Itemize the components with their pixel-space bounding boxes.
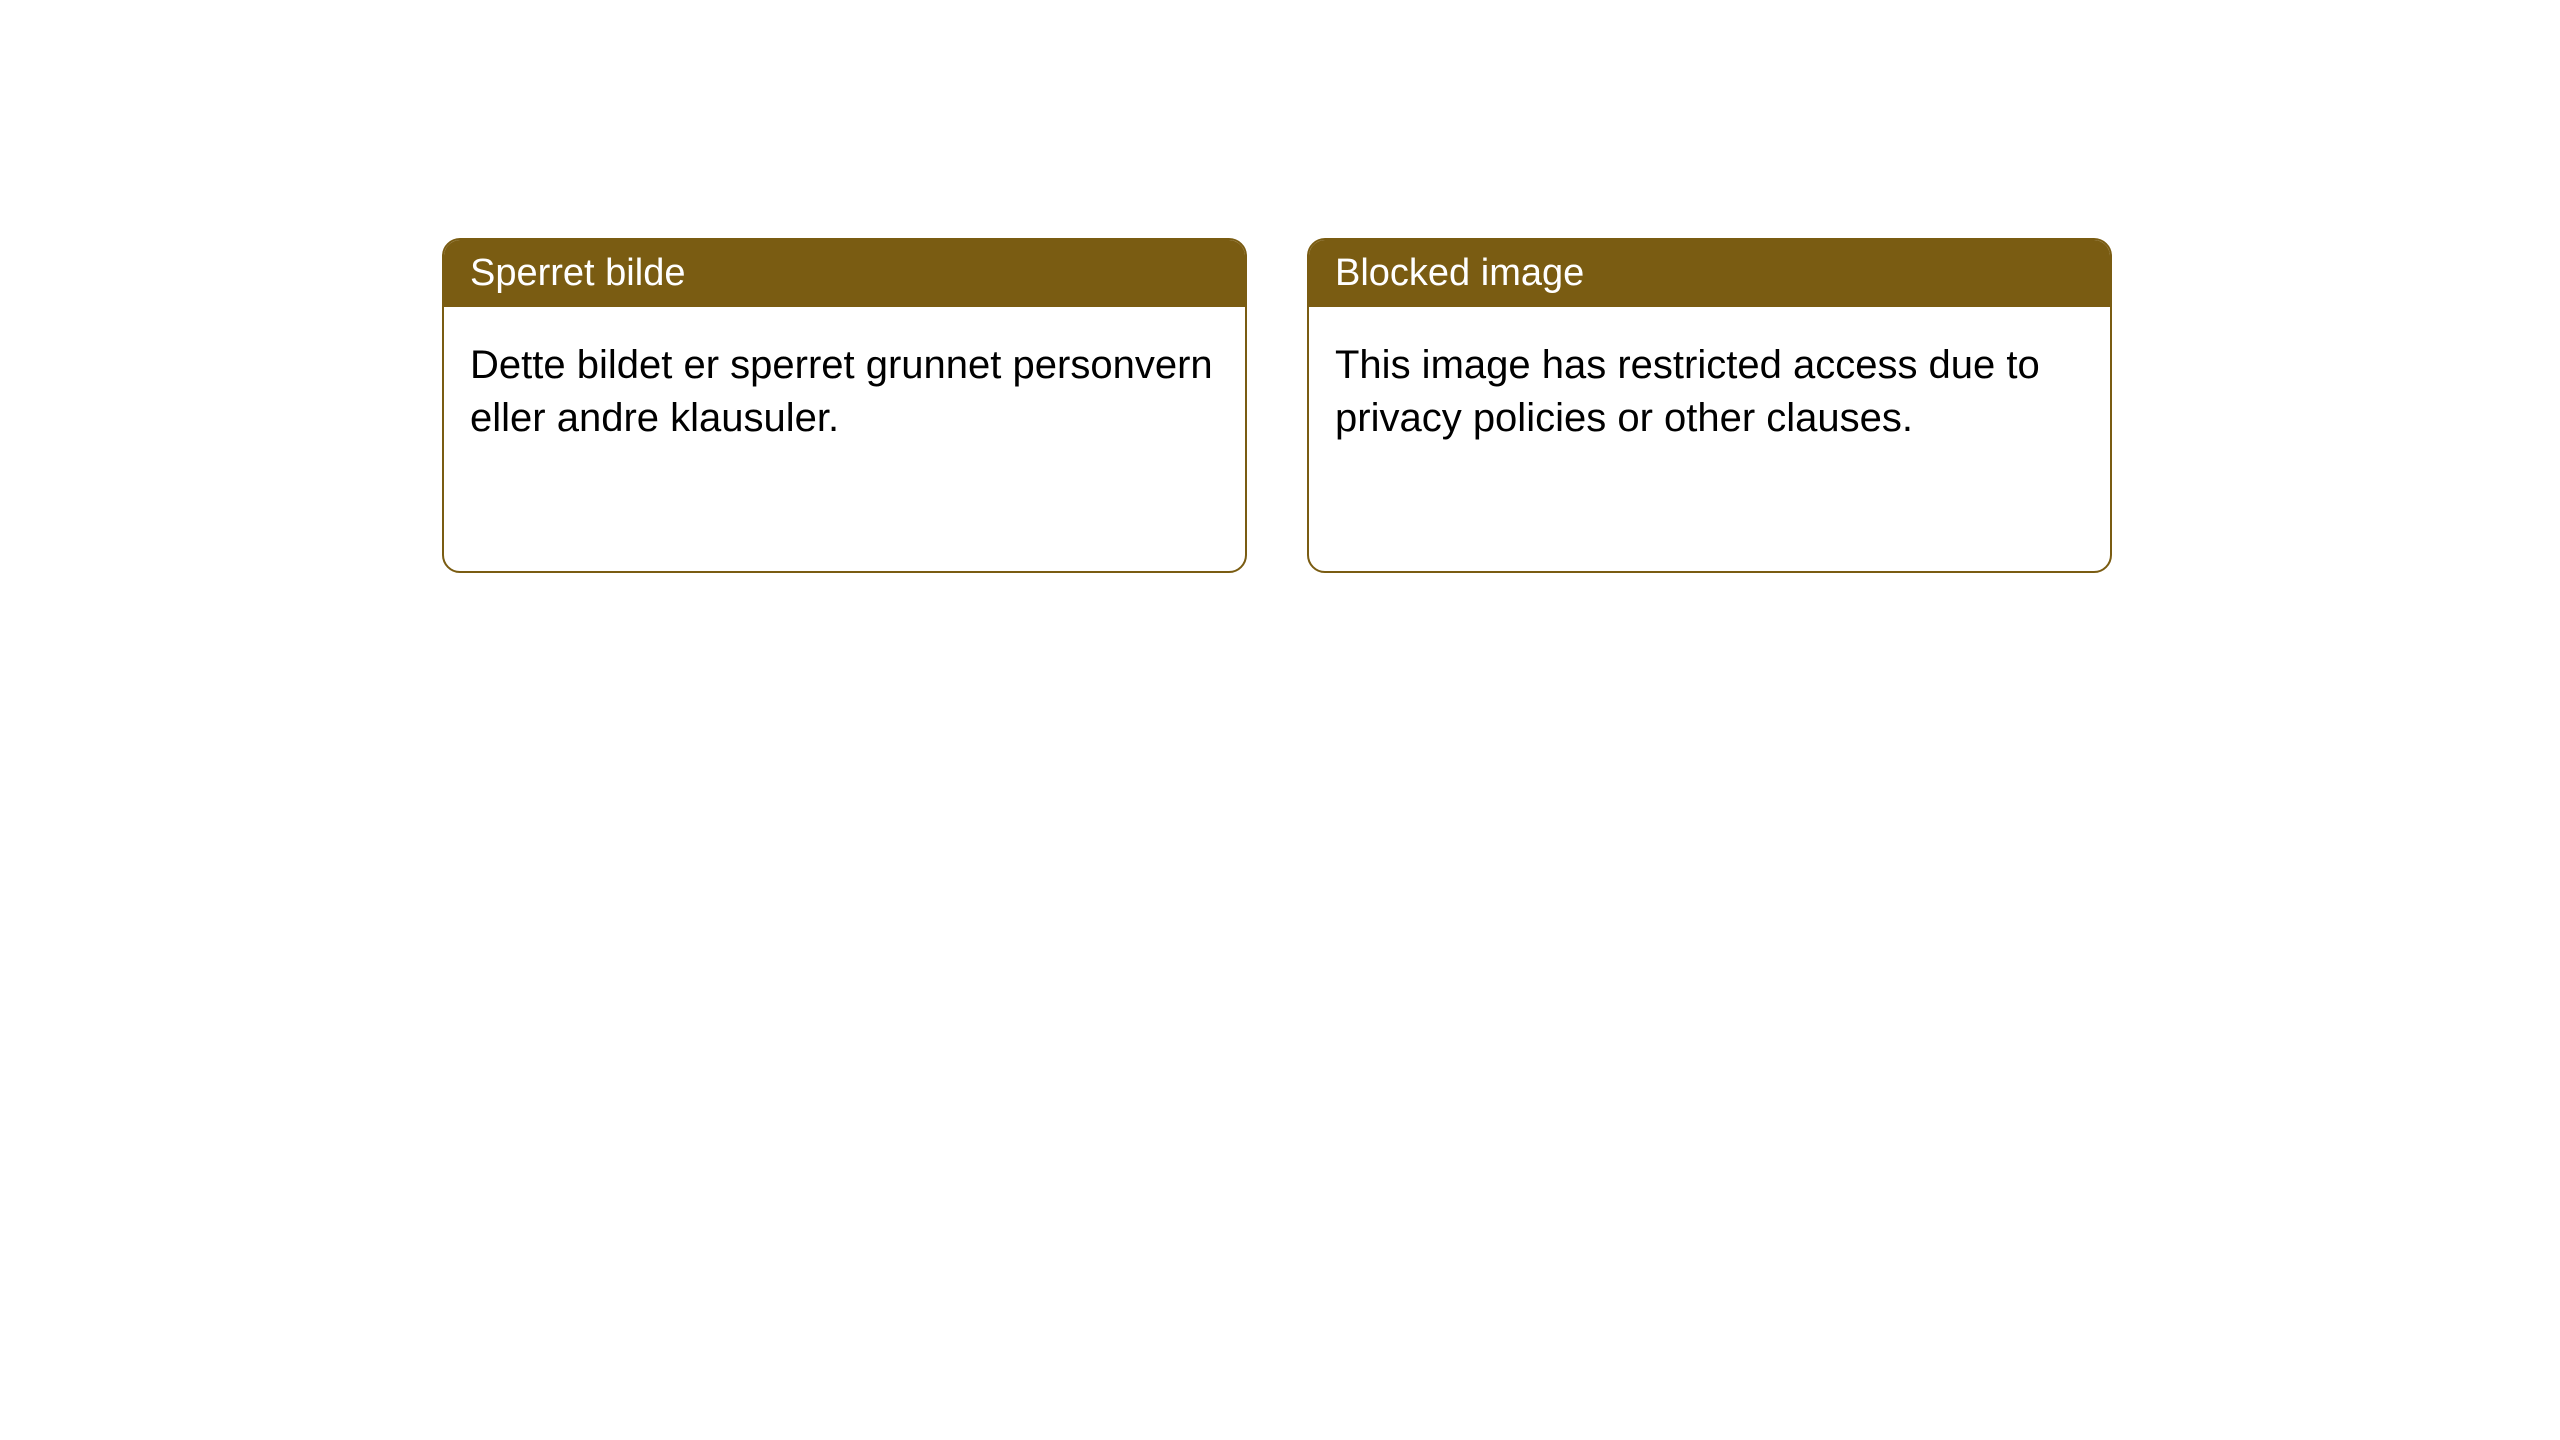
notice-body: This image has restricted access due to …	[1309, 307, 2110, 477]
notice-header: Sperret bilde	[444, 240, 1245, 307]
notice-card-norwegian: Sperret bilde Dette bildet er sperret gr…	[442, 238, 1247, 573]
notice-title: Sperret bilde	[470, 252, 685, 294]
notice-body-text: This image has restricted access due to …	[1335, 343, 2040, 440]
notice-cards-container: Sperret bilde Dette bildet er sperret gr…	[442, 238, 2112, 573]
notice-header: Blocked image	[1309, 240, 2110, 307]
notice-title: Blocked image	[1335, 252, 1584, 294]
notice-body-text: Dette bildet er sperret grunnet personve…	[470, 343, 1213, 440]
notice-body: Dette bildet er sperret grunnet personve…	[444, 307, 1245, 477]
notice-card-english: Blocked image This image has restricted …	[1307, 238, 2112, 573]
